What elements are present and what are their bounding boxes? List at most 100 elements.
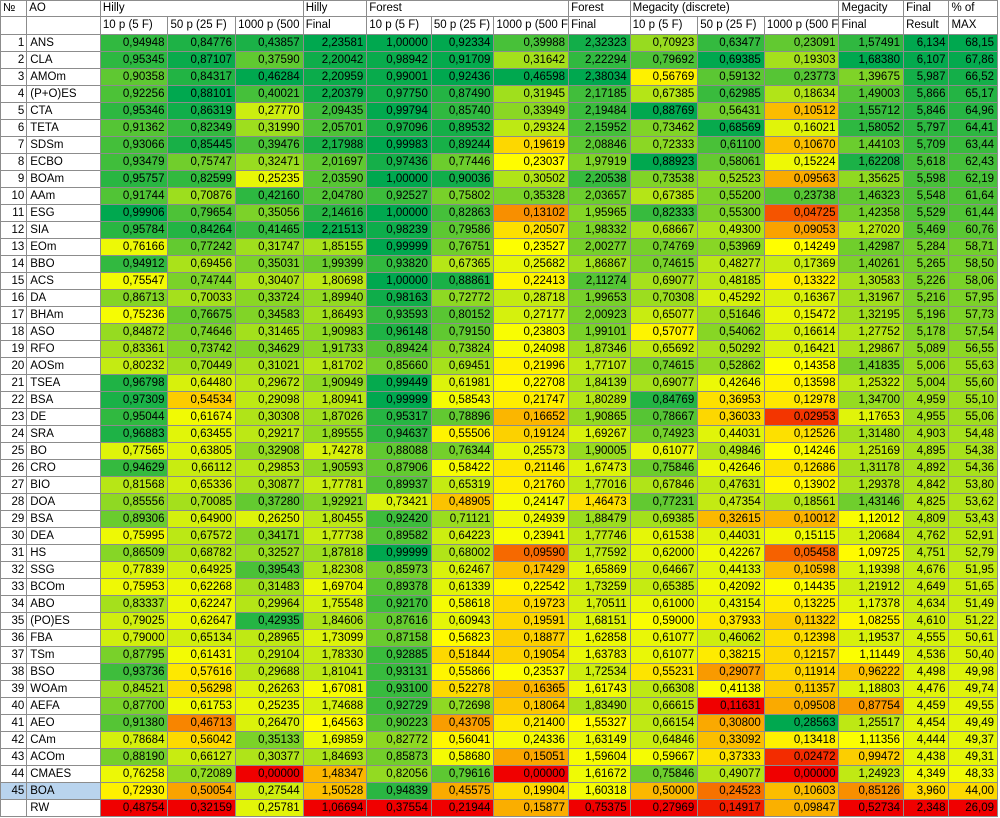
cell-forest-final: 1,63149 xyxy=(568,731,631,749)
cell-megacity-10p: 0,50000 xyxy=(629,782,699,800)
cell-hilly-10p: 0,97309 xyxy=(99,391,169,409)
cell-forest-50p: 0,68002 xyxy=(430,544,495,562)
cell-final-result: 5,284 xyxy=(903,238,950,256)
cell-forest-final: 1,99101 xyxy=(568,323,631,341)
cell-hilly-1000p: 0,27544 xyxy=(235,782,304,800)
algorithm-name: (P+O)ES xyxy=(26,85,101,103)
cell-megacity-final: 0,85126 xyxy=(838,782,905,800)
algorithm-name: CMAES xyxy=(26,765,101,783)
algorithm-name: CRO xyxy=(26,459,101,477)
cell-pct-of-max: 62,43 xyxy=(948,153,998,171)
cell-forest-50p: 0,48905 xyxy=(430,493,495,511)
cell-megacity-1000p: 0,10598 xyxy=(763,561,840,579)
cell-forest-final: 1,87346 xyxy=(568,340,631,358)
cell-forest-final: 2,03657 xyxy=(568,187,631,205)
cell-hilly-50p: 0,62247 xyxy=(167,595,237,613)
table-row: 6 TETA 0,91362 0,82349 0,31990 2,05701 0,97096… xyxy=(0,119,998,137)
cell-megacity-1000p: 0,19303 xyxy=(763,51,840,69)
cell-megacity-final: 1,25169 xyxy=(838,442,905,460)
cell-hilly-final: 2,20379 xyxy=(302,85,368,103)
cell-megacity-50p: 0,41138 xyxy=(697,680,765,698)
cell-forest-10p: 1,00000 xyxy=(366,204,432,222)
algorithm-name: SDSm xyxy=(26,136,101,154)
cell-megacity-1000p: 0,10603 xyxy=(763,782,840,800)
table-row: 19 RFO 0,83361 0,73742 0,34629 1,91733 0,89424… xyxy=(0,340,998,358)
cell-megacity-final: 1,19537 xyxy=(838,629,905,647)
row-number: 23 xyxy=(0,408,28,426)
cell-hilly-10p: 0,96798 xyxy=(99,374,169,392)
cell-pct-of-max: 55,10 xyxy=(948,391,998,409)
cell-hilly-1000p: 0,34171 xyxy=(235,527,304,545)
cell-pct-of-max: 54,36 xyxy=(948,459,998,477)
algorithm-name: TSm xyxy=(26,646,101,664)
cell-megacity-50p: 0,63477 xyxy=(697,34,765,52)
cell-hilly-50p: 0,57616 xyxy=(167,663,237,681)
cell-hilly-10p: 0,77839 xyxy=(99,561,169,579)
cell-megacity-50p: 0,32615 xyxy=(697,510,765,528)
cell-hilly-50p: 0,69456 xyxy=(167,255,237,273)
cell-megacity-50p: 0,48185 xyxy=(697,272,765,290)
cell-hilly-1000p: 0,29104 xyxy=(235,646,304,664)
cell-final-result: 5,529 xyxy=(903,204,950,222)
cell-forest-1000p: 0,21146 xyxy=(493,459,570,477)
cell-hilly-50p: 0,84776 xyxy=(167,34,237,52)
cell-forest-50p: 0,80152 xyxy=(430,306,495,324)
cell-forest-50p: 0,55866 xyxy=(430,663,495,681)
cell-hilly-1000p: 0,31465 xyxy=(235,323,304,341)
algorithm-name: ABO xyxy=(26,595,101,613)
algorithm-name: CTA xyxy=(26,102,101,120)
cell-final-result: 4,536 xyxy=(903,646,950,664)
row-number: 34 xyxy=(0,595,28,613)
cell-forest-final: 1,60318 xyxy=(568,782,631,800)
cell-megacity-50p: 0,44031 xyxy=(697,425,765,443)
cell-forest-10p: 0,94637 xyxy=(366,425,432,443)
cell-forest-50p: 0,72772 xyxy=(430,289,495,307)
algorithm-name: DEA xyxy=(26,527,101,545)
cell-forest-final: 2,20538 xyxy=(568,170,631,188)
cell-hilly-50p: 0,68782 xyxy=(167,544,237,562)
row-number: 2 xyxy=(0,51,28,69)
algorithm-name: DA xyxy=(26,289,101,307)
row-number xyxy=(0,799,28,817)
cell-megacity-final: 1,57491 xyxy=(838,34,905,52)
table-row: 2 CLA 0,95345 0,87107 0,37590 2,20042 0,98942 0… xyxy=(0,51,998,69)
cell-final-result: 4,809 xyxy=(903,510,950,528)
cell-forest-10p: 0,94839 xyxy=(366,782,432,800)
cell-pct-of-max: 67,86 xyxy=(948,51,998,69)
cell-forest-10p: 0,92729 xyxy=(366,697,432,715)
cell-hilly-50p: 0,56042 xyxy=(167,731,237,749)
cell-forest-final: 1,61672 xyxy=(568,765,631,783)
cell-hilly-final: 2,03590 xyxy=(302,170,368,188)
cell-forest-50p: 0,61981 xyxy=(430,374,495,392)
algorithm-name: AMOm xyxy=(26,68,101,86)
cell-forest-1000p: 0,30502 xyxy=(493,170,570,188)
cell-megacity-50p: 0,47354 xyxy=(697,493,765,511)
cell-final-result: 3,960 xyxy=(903,782,950,800)
cell-hilly-final: 2,01697 xyxy=(302,153,368,171)
cell-forest-1000p: 0,19904 xyxy=(493,782,570,800)
table-row: 20 AOSm 0,80232 0,70449 0,31021 1,81702 0,8566… xyxy=(0,357,998,375)
cell-megacity-1000p: 0,16614 xyxy=(763,323,840,341)
cell-forest-10p: 0,89378 xyxy=(366,578,432,596)
cell-hilly-50p: 0,87107 xyxy=(167,51,237,69)
row-number: 38 xyxy=(0,663,28,681)
cell-megacity-10p: 0,65077 xyxy=(629,306,699,324)
cell-megacity-1000p: 0,11322 xyxy=(763,612,840,630)
cell-pct-of-max: 58,71 xyxy=(948,238,998,256)
cell-final-result: 4,895 xyxy=(903,442,950,460)
cell-forest-final: 1,90005 xyxy=(568,442,631,460)
cell-forest-final: 1,68151 xyxy=(568,612,631,630)
cell-hilly-final: 2,23581 xyxy=(302,34,368,52)
cell-forest-final: 2,38034 xyxy=(568,68,631,86)
cell-hilly-1000p: 0,35056 xyxy=(235,204,304,222)
cell-megacity-1000p: 0,10512 xyxy=(763,102,840,120)
algorithm-name: AEFA xyxy=(26,697,101,715)
cell-forest-10p: 0,85873 xyxy=(366,748,432,766)
cell-hilly-10p: 0,88190 xyxy=(99,748,169,766)
row-number: 1 xyxy=(0,34,28,52)
cell-megacity-50p: 0,47631 xyxy=(697,476,765,494)
cell-megacity-10p: 0,55231 xyxy=(629,663,699,681)
cell-megacity-50p: 0,44133 xyxy=(697,561,765,579)
cell-forest-final: 1,63783 xyxy=(568,646,631,664)
cell-hilly-10p: 0,78684 xyxy=(99,731,169,749)
